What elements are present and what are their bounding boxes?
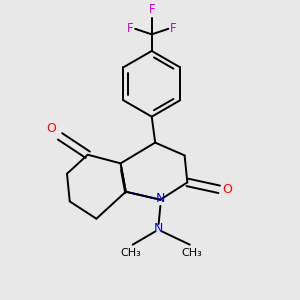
Text: N: N — [154, 222, 163, 235]
Text: CH₃: CH₃ — [181, 248, 202, 258]
Text: F: F — [127, 22, 134, 35]
Text: CH₃: CH₃ — [121, 248, 141, 258]
Text: F: F — [148, 3, 155, 16]
Text: O: O — [223, 183, 232, 196]
Text: F: F — [170, 22, 177, 35]
Text: O: O — [47, 122, 57, 135]
Text: N: N — [156, 193, 165, 206]
